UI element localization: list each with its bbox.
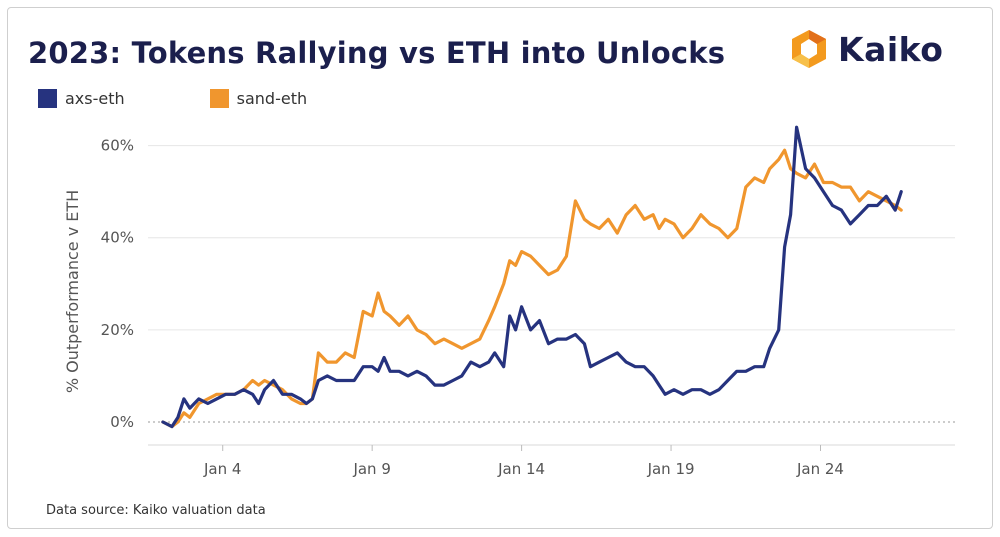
legend-item-axs-eth: axs-eth — [38, 89, 125, 108]
data-source-note: Data source: Kaiko valuation data — [46, 503, 266, 518]
x-tick-label: Jan 24 — [796, 460, 844, 478]
x-tick-label: Jan 4 — [203, 460, 241, 478]
y-axis-title: % Outperformance v ETH — [63, 190, 82, 393]
y-axis-ticks: 0% 20% 40% 60% — [101, 137, 134, 431]
legend-swatch-axs-eth — [38, 89, 57, 108]
chart-frame — [7, 7, 993, 529]
grid — [148, 145, 955, 446]
legend-label-axs-eth: axs-eth — [65, 89, 125, 108]
legend-item-sand-eth: sand-eth — [209, 89, 308, 108]
legend-label-sand-eth: sand-eth — [236, 89, 308, 108]
kaiko-logo: Kaiko — [788, 28, 943, 70]
series-line-axs-eth — [161, 125, 903, 429]
y-tick-label: 0% — [110, 413, 134, 431]
x-tick-label: Jan 19 — [647, 460, 695, 478]
y-tick-label: 20% — [101, 321, 134, 339]
y-tick-label: 40% — [101, 229, 134, 247]
series-lines — [161, 125, 903, 429]
x-tick-label: Jan 14 — [497, 460, 545, 478]
chart-title: 2023: Tokens Rallying vs ETH into Unlock… — [28, 36, 726, 70]
kaiko-hexagon-logo-icon — [792, 30, 826, 68]
x-axis-ticks: Jan 4 Jan 9 Jan 14 Jan 19 Jan 24 — [203, 445, 844, 478]
x-tick-label: Jan 9 — [352, 460, 390, 478]
legend-swatch-sand-eth — [209, 89, 229, 108]
y-tick-label: 60% — [101, 137, 134, 155]
legend: axs-eth sand-eth — [38, 89, 392, 108]
brand-name: Kaiko — [838, 29, 944, 69]
series-line-sand-eth — [161, 148, 903, 429]
